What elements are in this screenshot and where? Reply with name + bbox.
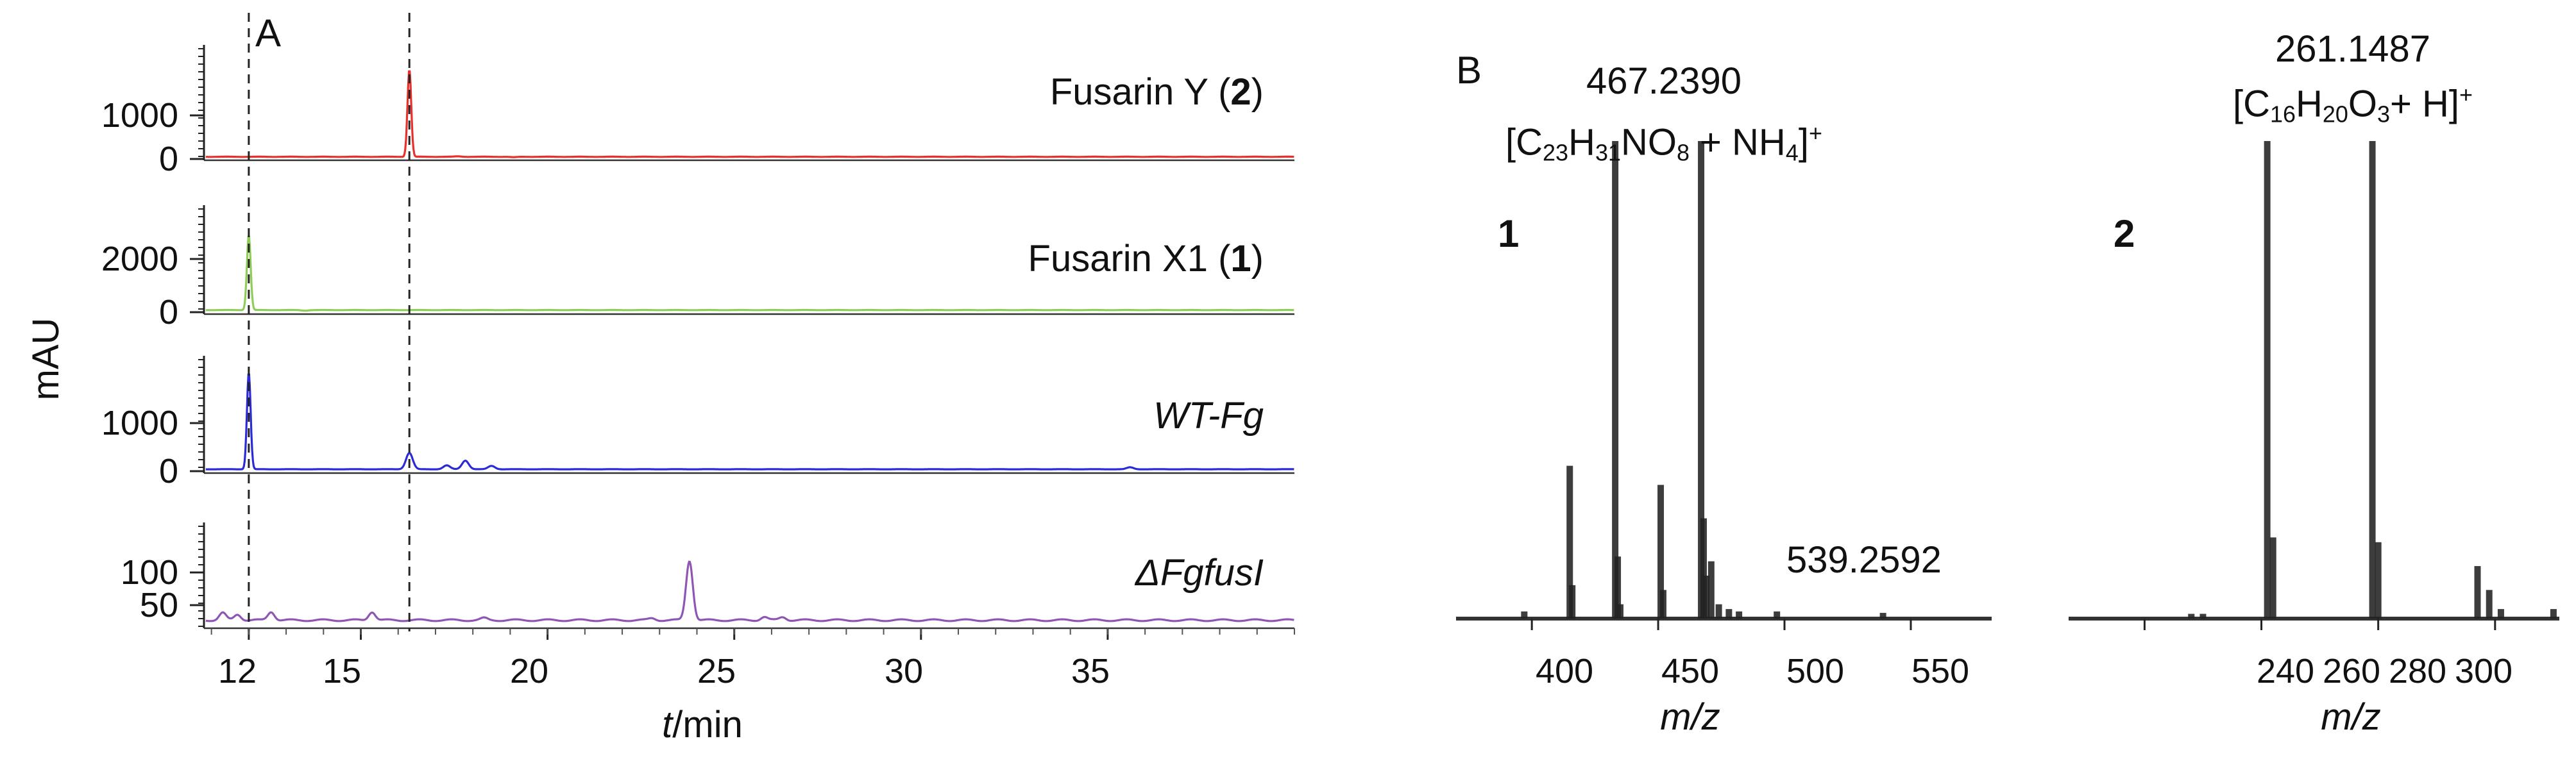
- ms-peak-bar: [1702, 575, 1709, 619]
- xtick-b1-500: 500: [1786, 652, 1845, 690]
- x-axis-title-a: t/min: [662, 704, 743, 746]
- trace-label-wt-fg: WT-Fg: [1153, 395, 1264, 437]
- trace-label-fusarin-x1: Fusarin X1 (1): [1028, 238, 1264, 279]
- spectrum-1-side-label: 539.2592: [1786, 539, 1942, 581]
- ms-peak-bar: [2269, 537, 2276, 619]
- xtick-b1-400: 400: [1535, 652, 1594, 690]
- spectrum-2-mass-annotation: 261.1487: [2275, 28, 2430, 70]
- spectrum-1-formula-annotation: [C23H31NO8 + NH4]+: [1505, 120, 1822, 166]
- ms-peak-bar: [1700, 518, 1707, 619]
- x-axis-title-b2: m/z: [2321, 696, 2381, 738]
- trace-line-A-dfgfusi: [205, 560, 1294, 622]
- compound-label-1: 1: [1498, 212, 1520, 255]
- ms-peak-bar: [1659, 590, 1666, 619]
- ms-peak-bar: [1774, 611, 1781, 619]
- xtick-b2-300: 300: [2454, 652, 2513, 690]
- compound-label-2: 2: [2114, 212, 2135, 255]
- ms-peak-bar: [2497, 609, 2504, 619]
- ytick-wt-fg-1000: 1000: [101, 404, 178, 442]
- ytick-fusarin-x1-0: 0: [158, 293, 178, 331]
- ms-peak-bar: [2486, 590, 2493, 619]
- xtick-b2-280: 280: [2388, 652, 2447, 690]
- ms-peak-bar: [2264, 141, 2271, 619]
- ms-peak-bar: [1736, 611, 1743, 619]
- trace-line-A-fusarin-x1: [205, 235, 1294, 312]
- xtick-b1-550: 550: [1911, 652, 1970, 690]
- ytick-fusarin-x1-2000: 2000: [101, 240, 178, 278]
- trace-label-fusarin-y: Fusarin Y (2): [1049, 71, 1264, 113]
- ms-peak-bar: [1612, 141, 1619, 619]
- ms-peak-bar: [2550, 609, 2557, 619]
- ms-peak-bar: [1617, 604, 1624, 619]
- xtick-b2-240: 240: [2256, 652, 2315, 690]
- ms-peak-bar: [2199, 613, 2207, 619]
- ytick-fusarin-y-0: 0: [158, 140, 178, 178]
- spectrum-2-formula-annotation: [C16H20O3+ H]+: [2232, 81, 2473, 128]
- ms-peak-bar: [1698, 141, 1705, 619]
- xtick-b2-260: 260: [2322, 652, 2381, 690]
- xtick-a-30: 30: [884, 652, 924, 690]
- ms-peak-bar: [2474, 566, 2481, 619]
- ms-peak-bar: [1657, 485, 1665, 619]
- ms-peak-bar: [1521, 611, 1528, 619]
- xtick-a-25: 25: [697, 652, 736, 690]
- ytick-dfgfusi-100: 100: [120, 553, 178, 592]
- ytick-dfgfusi-50: 50: [139, 586, 178, 624]
- ms-peak-bar: [1707, 561, 1715, 619]
- ms-peak-bar: [1715, 604, 1722, 619]
- x-axis-title-b1: m/z: [1660, 696, 1720, 738]
- ms-peak-bar: [2375, 542, 2382, 619]
- ms-peak-bar: [1879, 613, 1886, 619]
- trace-line-A-wt-fg: [205, 373, 1294, 471]
- panel-b-label: B: [1456, 49, 1482, 92]
- xtick-a-12: 12: [217, 652, 257, 690]
- ytick-wt-fg-0: 0: [158, 452, 178, 490]
- ms-peak-bar: [1725, 609, 1733, 619]
- ms-peak-bar: [1566, 465, 1573, 619]
- xtick-a-35: 35: [1071, 652, 1110, 690]
- trace-label-dfgfusi: ΔFgfusI: [1135, 552, 1264, 594]
- ms-peak-bar: [1569, 585, 1576, 619]
- y-axis-title: mAU: [25, 317, 67, 401]
- panel-b-plot: [1456, 141, 2559, 630]
- xtick-b1-450: 450: [1661, 652, 1720, 690]
- ms-peak-bar: [1614, 556, 1622, 619]
- panel-a-label: A: [255, 12, 282, 54]
- xtick-a-15: 15: [322, 652, 362, 690]
- trace-line-A-fusarin-y: [205, 70, 1294, 158]
- panel-a-plot: [190, 13, 1295, 640]
- ms-peak-bar: [2369, 141, 2376, 619]
- xtick-a-20: 20: [509, 652, 549, 690]
- ytick-fusarin-y-1000: 1000: [101, 96, 178, 135]
- spectrum-1-mass-annotation: 467.2390: [1586, 60, 1741, 102]
- ms-peak-bar: [2188, 613, 2195, 619]
